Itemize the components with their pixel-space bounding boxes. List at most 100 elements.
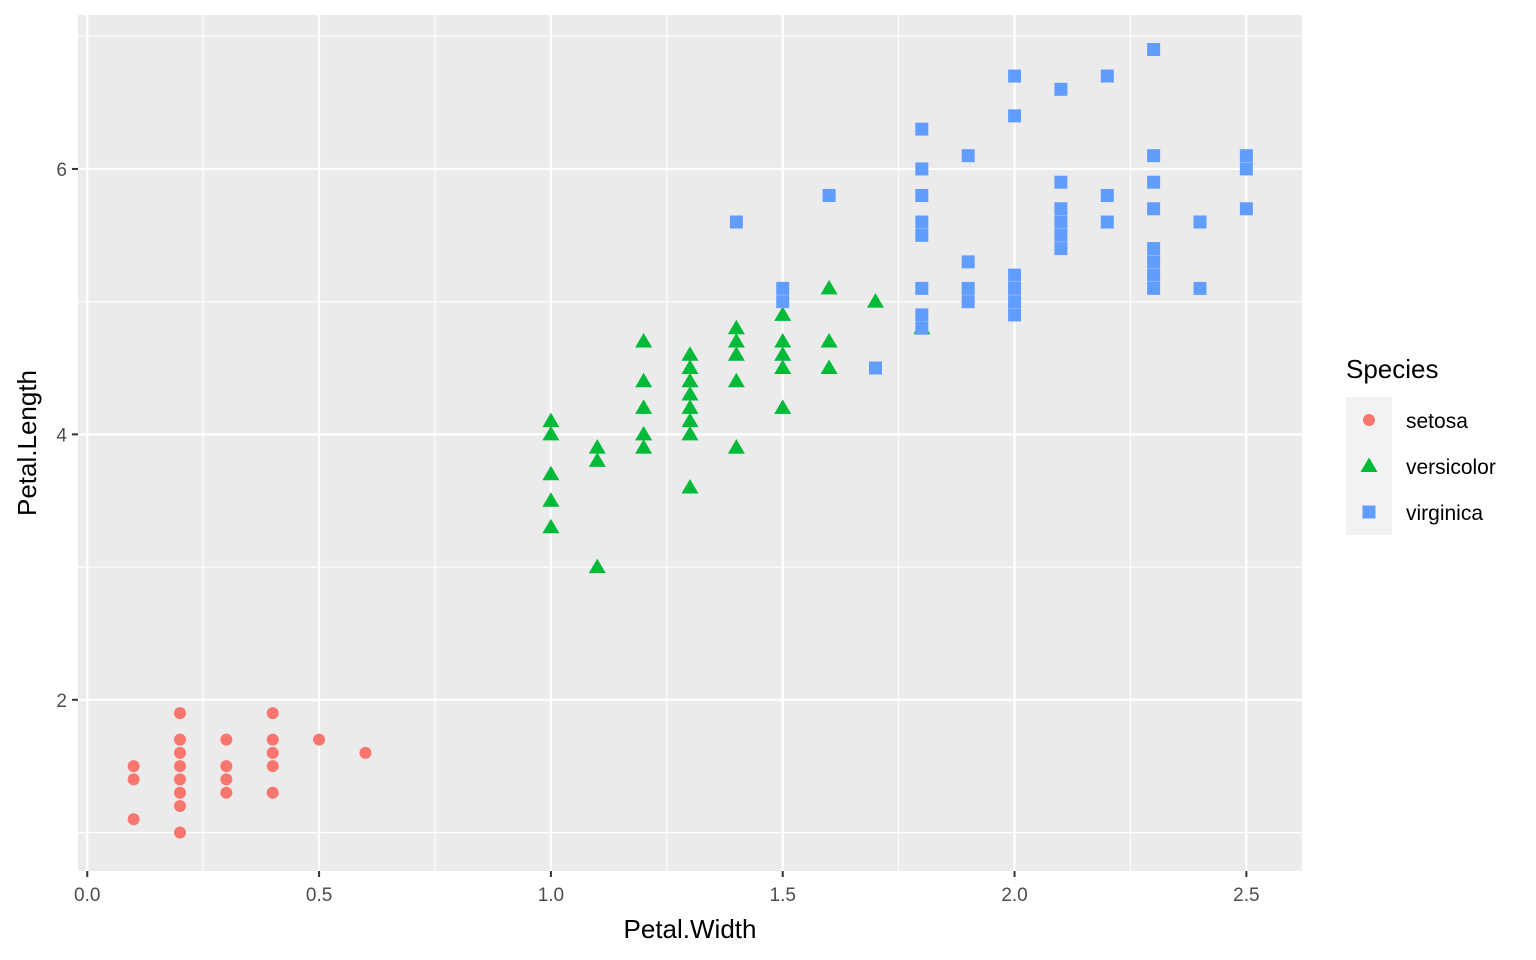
- point-versicolor: [727, 319, 745, 335]
- point-setosa: [220, 773, 233, 786]
- x-tick-label: 0.5: [306, 885, 332, 906]
- legend-key-virginica: [1362, 505, 1376, 519]
- point-versicolor: [681, 346, 699, 361]
- point-virginica: [1008, 69, 1022, 83]
- axis-ticks: 0.0 0.5 1.0 1.5 2.0 2.5 2 4 6: [56, 160, 1259, 906]
- point-versicolor: [635, 372, 653, 388]
- point-setosa: [174, 707, 186, 720]
- point-virginica: [1008, 268, 1022, 282]
- point-versicolor: [774, 399, 792, 414]
- point-virginica: [1193, 281, 1207, 295]
- point-virginica: [1147, 242, 1161, 256]
- point-versicolor: [820, 359, 838, 375]
- point-setosa: [220, 733, 233, 746]
- point-versicolor: [681, 386, 699, 401]
- legend-title: Species: [1346, 354, 1439, 384]
- point-setosa: [174, 760, 186, 773]
- point-versicolor: [542, 518, 560, 534]
- point-virginica: [961, 255, 975, 269]
- point-virginica: [1008, 308, 1022, 322]
- legend-label-setosa: setosa: [1406, 410, 1468, 433]
- point-versicolor: [681, 478, 699, 494]
- point-versicolor: [588, 452, 606, 467]
- point-virginica: [1147, 175, 1161, 189]
- point-versicolor: [866, 293, 884, 308]
- point-versicolor: [635, 399, 653, 414]
- point-versicolor: [774, 346, 792, 361]
- x-tick-label: 0.0: [74, 885, 100, 906]
- legend-label-versicolor: versicolor: [1406, 456, 1496, 479]
- point-virginica: [961, 149, 975, 163]
- point-setosa: [174, 733, 186, 746]
- point-virginica: [1054, 175, 1068, 189]
- legend-key-versicolor: [1360, 457, 1378, 472]
- legend-label-virginica: virginica: [1406, 502, 1483, 525]
- point-virginica: [915, 308, 929, 322]
- point-versicolor: [542, 412, 560, 428]
- point-setosa: [359, 746, 372, 759]
- point-versicolor: [774, 306, 792, 321]
- point-versicolor: [588, 558, 606, 574]
- x-tick-label: 1.5: [770, 885, 796, 906]
- point-setosa: [127, 760, 140, 773]
- point-versicolor: [542, 492, 560, 507]
- panel-background: [78, 15, 1302, 871]
- point-virginica: [915, 122, 929, 136]
- data-points: [127, 43, 1253, 839]
- point-versicolor: [542, 425, 560, 441]
- point-virginica: [1100, 69, 1114, 83]
- point-versicolor: [542, 465, 560, 481]
- x-tick-label: 2.0: [1001, 885, 1027, 906]
- point-setosa: [127, 773, 140, 786]
- point-virginica: [1147, 268, 1161, 282]
- point-virginica: [915, 281, 929, 295]
- point-virginica: [1147, 149, 1161, 163]
- point-virginica: [1239, 162, 1253, 176]
- point-virginica: [1008, 109, 1022, 123]
- point-virginica: [868, 361, 882, 375]
- point-setosa: [266, 707, 279, 720]
- point-setosa: [174, 826, 186, 839]
- minor-gridlines: [78, 15, 1302, 871]
- point-virginica: [915, 188, 929, 202]
- point-virginica: [1054, 82, 1068, 96]
- point-versicolor: [774, 359, 792, 375]
- point-versicolor: [727, 332, 745, 348]
- point-versicolor: [774, 332, 792, 348]
- x-tick-label: 1.0: [538, 885, 564, 906]
- point-virginica: [1054, 228, 1068, 242]
- point-setosa: [174, 786, 186, 799]
- point-setosa: [220, 786, 233, 799]
- point-versicolor: [681, 359, 699, 375]
- y-tick-label: 2: [56, 691, 67, 712]
- point-virginica: [915, 215, 929, 229]
- legend-key-setosa: [1363, 414, 1375, 426]
- point-virginica: [1008, 281, 1022, 295]
- point-setosa: [174, 773, 186, 786]
- point-versicolor: [727, 346, 745, 361]
- point-setosa: [127, 813, 140, 826]
- point-versicolor: [820, 332, 838, 348]
- point-versicolor: [681, 399, 699, 414]
- point-versicolor: [820, 279, 838, 295]
- y-tick-label: 4: [56, 425, 67, 446]
- point-virginica: [1147, 255, 1161, 269]
- point-virginica: [915, 321, 929, 335]
- point-versicolor: [727, 439, 745, 454]
- legend: Species setosa versicolor virginica: [1346, 354, 1496, 535]
- point-virginica: [1054, 242, 1068, 256]
- point-virginica: [1239, 149, 1253, 163]
- point-virginica: [1193, 215, 1207, 229]
- point-virginica: [1147, 281, 1161, 295]
- point-virginica: [776, 295, 790, 309]
- point-virginica: [776, 281, 790, 295]
- point-virginica: [1054, 215, 1068, 229]
- point-versicolor: [635, 332, 653, 348]
- point-virginica: [1008, 295, 1022, 309]
- point-virginica: [1147, 202, 1161, 216]
- point-virginica: [915, 228, 929, 242]
- point-versicolor: [588, 439, 606, 454]
- x-axis-title: Petal.Width: [624, 914, 757, 944]
- point-setosa: [174, 799, 186, 812]
- point-setosa: [266, 760, 279, 773]
